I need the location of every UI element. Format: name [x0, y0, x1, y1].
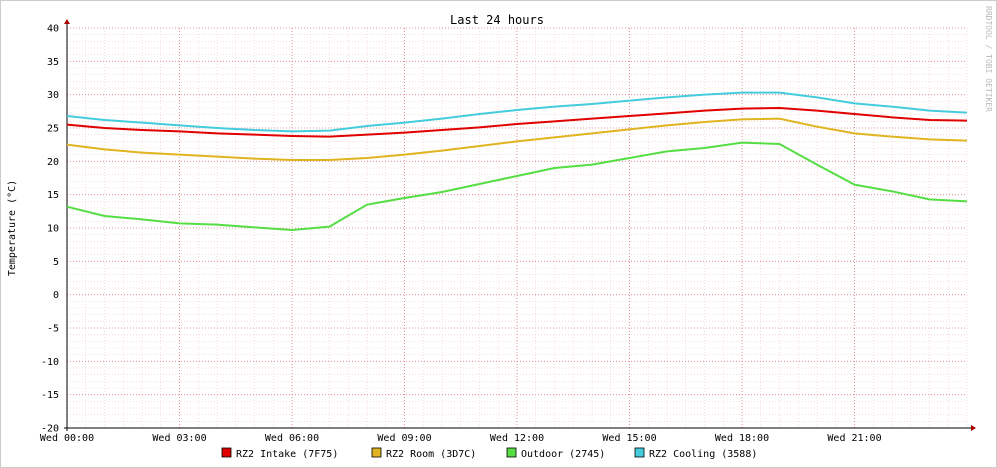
y-tick-label: 0 [53, 290, 59, 301]
y-tick-label: 5 [53, 257, 59, 268]
x-tick-label: Wed 12:00 [490, 433, 544, 444]
series-line [66, 117, 968, 161]
y-tick-label: 25 [47, 124, 59, 135]
y-tick-label: -15 [41, 390, 59, 401]
axis-arrow [971, 425, 976, 431]
legend-swatch [221, 447, 232, 458]
x-tick-label: Wed 21:00 [827, 433, 881, 444]
y-tick-label: -10 [41, 357, 59, 368]
legend-label: RZ2 Intake (7F75) [236, 449, 338, 460]
legend-swatch [506, 447, 517, 458]
y-tick-label: 20 [47, 157, 59, 168]
legend-label: RZ2 Room (3D7C) [386, 449, 476, 460]
x-tick-label: Wed 00:00 [40, 433, 94, 444]
watermark: RRDTOOL / TOBI OETIKER [984, 6, 993, 112]
x-tick-label: Wed 03:00 [152, 433, 206, 444]
series-line [66, 91, 968, 133]
legend-swatch [371, 447, 382, 458]
y-axis-label: Temperature (°C) [7, 180, 18, 276]
axis-arrow [64, 19, 70, 24]
chart-title: Last 24 hours [450, 13, 544, 27]
x-tick-label: Wed 09:00 [377, 433, 431, 444]
x-tick-label: Wed 06:00 [265, 433, 319, 444]
y-tick-label: -5 [47, 324, 59, 335]
x-tick-label: Wed 15:00 [602, 433, 656, 444]
y-tick-label: 40 [47, 24, 59, 35]
legend-swatch [634, 447, 645, 458]
series-line [66, 141, 968, 232]
y-tick-label: 15 [47, 190, 59, 201]
legend-label: Outdoor (2745) [521, 449, 605, 460]
y-tick-label: -20 [41, 424, 59, 435]
y-tick-label: 35 [47, 57, 59, 68]
legend-label: RZ2 Cooling (3588) [649, 449, 757, 460]
y-tick-label: 10 [47, 224, 59, 235]
series-line [66, 106, 968, 138]
x-tick-label: Wed 18:00 [715, 433, 769, 444]
y-tick-label: 30 [47, 90, 59, 101]
